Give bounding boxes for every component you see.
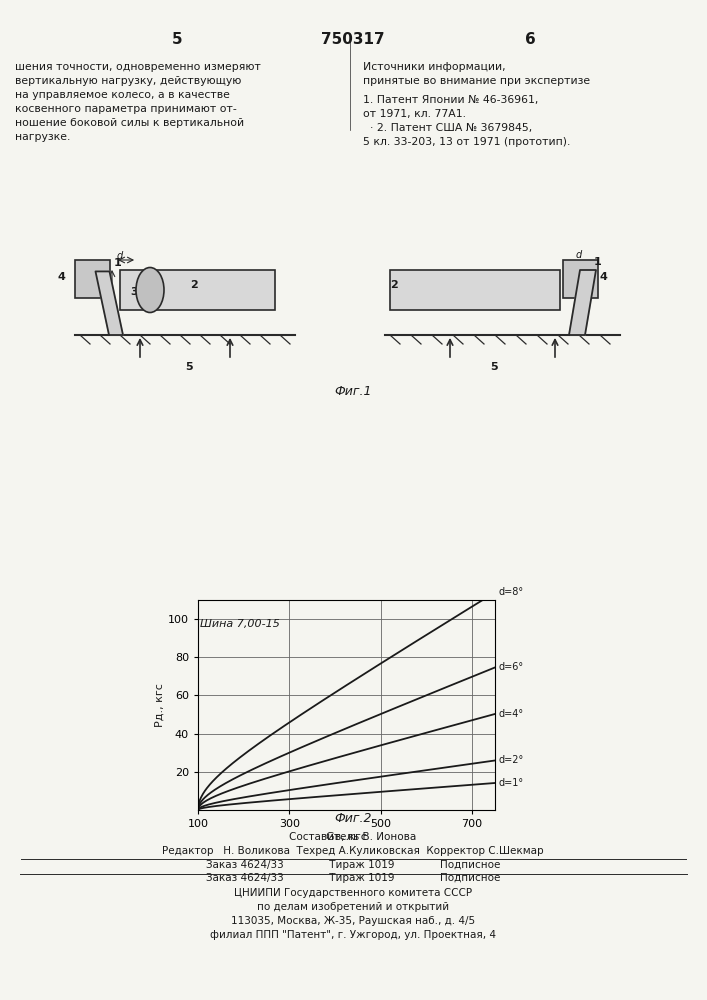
FancyBboxPatch shape (120, 270, 275, 310)
Text: 2: 2 (390, 280, 398, 290)
Text: d=4°: d=4° (498, 709, 524, 719)
Text: 5: 5 (490, 362, 498, 372)
Text: d: d (576, 250, 583, 260)
Text: 4: 4 (600, 272, 608, 282)
Text: 5: 5 (172, 32, 182, 47)
X-axis label: Gв, кгс: Gв, кгс (326, 832, 367, 842)
Text: 113035, Москва, Ж-35, Раушская наб., д. 4/5: 113035, Москва, Ж-35, Раушская наб., д. … (231, 916, 475, 926)
Text: Составитель В. Ионова: Составитель В. Ионова (289, 832, 416, 842)
Text: филиал ППП "Патент", г. Ужгород, ул. Проектная, 4: филиал ППП "Патент", г. Ужгород, ул. Про… (210, 930, 496, 940)
Polygon shape (95, 271, 123, 335)
Text: 2: 2 (190, 280, 198, 290)
Text: шения точности, одновременно измеряют
вертикальную нагрузку, действующую
на упра: шения точности, одновременно измеряют ве… (15, 62, 261, 142)
Text: Источники информации,
принятые во внимание при экспертизе: Источники информации, принятые во вниман… (363, 62, 590, 86)
Text: 750317: 750317 (321, 32, 385, 47)
Text: Фиг.1: Фиг.1 (334, 385, 372, 398)
Text: 6: 6 (525, 32, 535, 47)
Text: 1. Патент Японии № 46-36961,
от 1971, кл. 77А1.
  · 2. Патент США № 3679845,
5 к: 1. Патент Японии № 46-36961, от 1971, кл… (363, 95, 571, 147)
FancyBboxPatch shape (390, 270, 560, 310)
Text: 4: 4 (58, 272, 66, 282)
Text: 1: 1 (594, 257, 602, 267)
FancyBboxPatch shape (75, 260, 110, 298)
Text: Заказ 4624/33              Тираж 1019              Подписное: Заказ 4624/33 Тираж 1019 Подписное (206, 860, 500, 870)
Text: 3: 3 (130, 287, 138, 297)
Text: d=1°: d=1° (498, 778, 524, 788)
Text: Шина 7,00-15: Шина 7,00-15 (200, 619, 280, 629)
Y-axis label: Pд., кгс: Pд., кгс (155, 683, 165, 727)
Ellipse shape (136, 267, 164, 312)
Text: 5: 5 (185, 362, 192, 372)
Text: d=8°: d=8° (498, 587, 524, 597)
Text: 1: 1 (114, 258, 121, 268)
Polygon shape (569, 270, 596, 335)
Text: Фиг.2: Фиг.2 (334, 812, 372, 825)
Text: d: d (117, 251, 123, 261)
Text: по делам изобретений и открытий: по делам изобретений и открытий (257, 902, 449, 912)
Text: ЦНИИПИ Государственного комитета СССР: ЦНИИПИ Государственного комитета СССР (234, 888, 472, 898)
Text: Заказ 4624/33              Тираж 1019              Подписное: Заказ 4624/33 Тираж 1019 Подписное (206, 873, 500, 883)
Text: d=2°: d=2° (498, 755, 524, 765)
FancyBboxPatch shape (563, 260, 598, 298)
Text: Редактор   Н. Воликова  Техред А.Куликовская  Корректор С.Шекмар: Редактор Н. Воликова Техред А.Куликовска… (162, 846, 544, 856)
Text: d=6°: d=6° (498, 662, 524, 672)
